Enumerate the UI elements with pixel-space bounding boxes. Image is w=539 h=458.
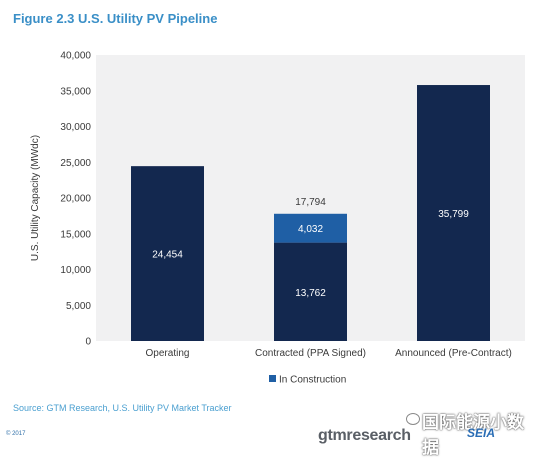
bar-total-label: 17,794 xyxy=(295,197,326,208)
bar-in-construction xyxy=(274,213,347,243)
bar-base xyxy=(274,242,347,341)
legend-swatch-in-construction xyxy=(269,375,276,382)
x-tick-label: Contracted (PPA Signed) xyxy=(255,348,366,359)
x-tick-label: Operating xyxy=(146,348,190,359)
chart-title: Figure 2.3 U.S. Utility PV Pipeline xyxy=(13,11,218,26)
bar-value-label: 4,032 xyxy=(298,224,323,235)
y-tick-label: 40,000 xyxy=(60,51,91,62)
bar-value-label: 35,799 xyxy=(438,209,469,220)
seia-logo: SEIA xyxy=(467,426,496,440)
x-tick-label: Announced (Pre-Contract) xyxy=(395,348,512,359)
bar-value-label: 24,454 xyxy=(152,250,183,261)
x-axis: Operating Contracted (PPA Signed) Announce… xyxy=(146,348,512,359)
legend-label-in-construction: In Construction xyxy=(279,375,346,386)
y-tick-label: 5,000 xyxy=(66,301,91,312)
gtm-research-logo: gtmresearch xyxy=(318,427,411,444)
y-tick-label: 30,000 xyxy=(60,122,91,133)
y-tick-label: 25,000 xyxy=(60,158,91,169)
chat-bubble-icon xyxy=(406,413,420,425)
bar-value-label: 13,762 xyxy=(295,288,326,299)
y-tick-label: 10,000 xyxy=(60,265,91,276)
pipeline-chart: 0 5,000 10,000 15,000 20,000 25,000 30,000 35,0… xyxy=(30,51,525,386)
y-axis-label: U.S. Utility Capacity (MWdc) xyxy=(30,135,41,261)
bars: 24,454 13,762 4,032 17,794 35,799 xyxy=(131,85,490,342)
source-note: Source: GTM Research, U.S. Utility PV Ma… xyxy=(13,403,232,413)
figure-page: Figure 2.3 U.S. Utility PV Pipeline 0 5,0… xyxy=(6,11,525,458)
y-tick-label: 20,000 xyxy=(60,194,91,205)
y-axis: 0 5,000 10,000 15,000 20,000 25,000 30,000 35,0… xyxy=(60,51,91,348)
y-tick-label: 35,000 xyxy=(60,86,91,97)
bar-base xyxy=(417,85,490,342)
copyright-text: © 2017 xyxy=(6,431,26,437)
legend: In Construction xyxy=(269,375,346,386)
y-tick-label: 15,000 xyxy=(60,229,91,240)
y-tick-label: 0 xyxy=(85,337,91,348)
bar-base xyxy=(131,166,204,341)
